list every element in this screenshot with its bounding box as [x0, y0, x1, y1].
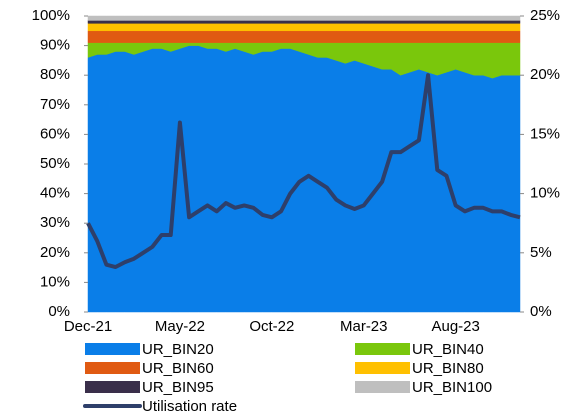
y-tick-label: 30%	[40, 214, 70, 231]
y-tick-label: 10%	[40, 273, 70, 290]
y-tick-label: 90%	[40, 37, 70, 54]
legend-label: UR_BIN95	[142, 379, 214, 396]
y-tick-label: 0%	[48, 303, 70, 320]
area	[87, 20, 521, 24]
y-tick-label: 20%	[40, 244, 70, 261]
y-tick-label: 100%	[32, 7, 70, 24]
y-tick-label: 60%	[40, 125, 70, 142]
legend-label: UR_BIN20	[142, 341, 214, 358]
y2-tick-label: 0%	[530, 303, 552, 320]
y-tick-label: 70%	[40, 96, 70, 113]
y2-tick-label: 20%	[530, 66, 560, 83]
y2-tick-label: 10%	[530, 185, 560, 202]
legend-label: UR_BIN100	[412, 379, 492, 396]
y2-tick-label: 15%	[530, 125, 560, 142]
area	[87, 23, 521, 32]
x-tick-label: Oct-22	[249, 318, 294, 335]
x-tick-label: May-22	[155, 318, 205, 335]
x-tick-label: Dec-21	[64, 318, 112, 335]
legend-label: UR_BIN40	[412, 341, 484, 358]
area	[87, 15, 521, 21]
legend-label: UR_BIN80	[412, 360, 484, 377]
legend-swatch	[85, 343, 140, 355]
area	[87, 30, 521, 43]
x-tick-label: Mar-23	[340, 318, 388, 335]
legend-label: UR_BIN60	[142, 360, 214, 377]
y2-tick-label: 5%	[530, 244, 552, 261]
legend-swatch	[355, 343, 410, 355]
y-tick-label: 40%	[40, 185, 70, 202]
y-tick-label: 50%	[40, 155, 70, 172]
line	[86, 73, 521, 270]
x-tick-label: Aug-23	[431, 318, 479, 335]
legend-swatch	[85, 362, 140, 374]
y2-tick-label: 25%	[530, 7, 560, 24]
y-tick-label: 80%	[40, 66, 70, 83]
legend-swatch	[85, 381, 140, 393]
legend-swatch	[355, 381, 410, 393]
legend-label: Utilisation rate	[142, 398, 237, 415]
legend-swatch	[355, 362, 410, 374]
